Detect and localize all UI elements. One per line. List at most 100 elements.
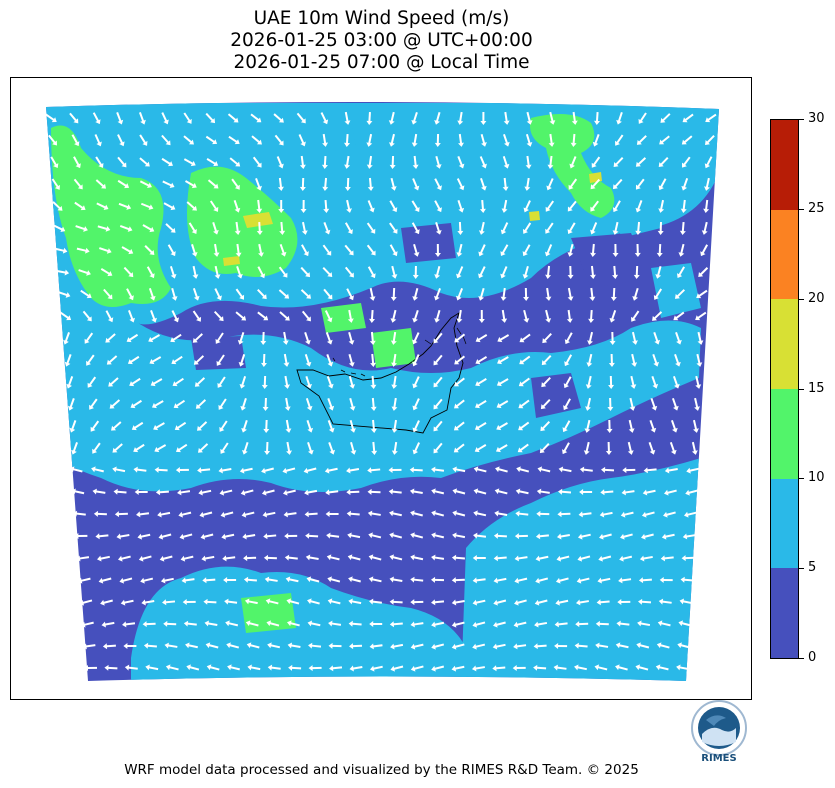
wind-arrow bbox=[412, 178, 420, 191]
wind-arrow bbox=[218, 398, 227, 410]
wind-arrow bbox=[186, 201, 197, 211]
wind-arrow bbox=[501, 199, 508, 213]
colorbar-tick-mark bbox=[799, 119, 804, 120]
wind-arrow bbox=[478, 221, 485, 235]
wind-arrow bbox=[201, 555, 215, 562]
wind-arrow bbox=[703, 199, 710, 213]
wind-arrow bbox=[433, 354, 443, 366]
wind-arrow bbox=[434, 288, 441, 301]
wind-arrow bbox=[183, 158, 196, 167]
wind-arrow bbox=[473, 532, 487, 539]
wind-arrow bbox=[681, 135, 693, 145]
wind-arrow bbox=[434, 200, 442, 213]
wind-arrow bbox=[222, 555, 236, 562]
wind-arrow bbox=[633, 265, 640, 279]
wind-arrow bbox=[308, 665, 322, 672]
wind-arrow bbox=[287, 642, 301, 649]
wind-arrow bbox=[205, 642, 219, 649]
wind-arrow bbox=[516, 466, 530, 473]
wind-arrow bbox=[368, 532, 382, 539]
wind-arrow bbox=[279, 221, 286, 235]
wind-arrow bbox=[412, 332, 420, 345]
wind-arrow bbox=[451, 621, 465, 628]
wind-arrow bbox=[116, 533, 130, 540]
wind-arrow bbox=[656, 243, 663, 257]
wind-arrow bbox=[307, 620, 321, 627]
wind-arrow bbox=[598, 555, 612, 562]
wind-arrow bbox=[267, 664, 281, 671]
wind-arrow bbox=[433, 442, 443, 454]
wind-arrow bbox=[555, 599, 569, 606]
wind-arrow bbox=[145, 664, 159, 671]
wind-arrow bbox=[514, 599, 527, 606]
wind-arrow bbox=[215, 332, 224, 344]
wind-arrow bbox=[590, 178, 601, 190]
wind-arrow bbox=[628, 419, 635, 433]
wind-arrow bbox=[194, 377, 206, 387]
wind-arrow bbox=[288, 664, 302, 671]
wind-arrow bbox=[161, 157, 173, 167]
wind-arrow bbox=[304, 489, 318, 496]
wind-arrow bbox=[95, 179, 107, 189]
wind-arrow bbox=[143, 642, 157, 649]
wind-arrow bbox=[71, 134, 80, 147]
wind-arrow bbox=[664, 489, 677, 496]
wind-arrow bbox=[117, 134, 125, 147]
wind-arrow bbox=[660, 555, 674, 562]
wind-arrow bbox=[75, 225, 88, 232]
wind-arrow bbox=[411, 133, 418, 147]
wind-arrow bbox=[493, 555, 507, 562]
wind-arrow bbox=[84, 332, 94, 344]
wind-arrow bbox=[679, 598, 693, 605]
wind-arrow bbox=[517, 443, 529, 453]
wind-arrow bbox=[522, 244, 531, 257]
wind-arrow bbox=[567, 265, 574, 279]
wind-arrow bbox=[323, 288, 333, 300]
wind-arrow bbox=[612, 221, 619, 235]
wind-arrow bbox=[328, 620, 342, 627]
wind-arrow bbox=[518, 421, 530, 431]
wind-arrow bbox=[655, 265, 662, 279]
wind-arrow bbox=[390, 287, 397, 301]
wind-arrow bbox=[613, 157, 624, 168]
wind-arrow bbox=[493, 621, 506, 628]
wind-arrow bbox=[500, 244, 509, 257]
wind-arrow bbox=[473, 466, 487, 473]
wind-arrow bbox=[391, 375, 398, 389]
wind-arrow bbox=[390, 643, 404, 650]
wind-arrow bbox=[479, 199, 486, 213]
wind-arrow bbox=[71, 442, 78, 455]
wind-arrow bbox=[50, 156, 59, 169]
wind-arrow bbox=[285, 419, 292, 433]
wind-arrow bbox=[123, 266, 134, 278]
map-title: UAE 10m Wind Speed (m/s) bbox=[253, 8, 510, 29]
wind-arrow bbox=[515, 510, 529, 517]
wind-arrow bbox=[238, 353, 246, 367]
wind-arrow bbox=[680, 199, 687, 213]
wind-arrow bbox=[369, 643, 383, 650]
wind-arrow bbox=[100, 267, 113, 277]
wind-arrow bbox=[195, 399, 207, 409]
wind-arrow bbox=[224, 598, 238, 605]
wind-arrow bbox=[171, 287, 178, 301]
colorbar-tick-mark bbox=[799, 658, 804, 659]
wind-arrow bbox=[327, 576, 341, 583]
wind-arrow bbox=[164, 642, 178, 649]
wind-arrow bbox=[492, 643, 506, 650]
wind-arrow bbox=[475, 334, 488, 343]
wind-arrow bbox=[284, 397, 291, 411]
colorbar-band-5 bbox=[771, 120, 798, 210]
wind-arrow bbox=[627, 441, 634, 455]
wind-arrow bbox=[673, 311, 685, 321]
wind-arrow bbox=[678, 243, 685, 257]
wind-arrow bbox=[704, 156, 713, 169]
wind-arrow bbox=[496, 400, 509, 409]
wind-arrow bbox=[322, 133, 329, 147]
wind-arrow bbox=[410, 554, 424, 561]
wind-arrow bbox=[120, 599, 134, 606]
wind-arrow bbox=[471, 665, 485, 672]
wind-arrow bbox=[308, 642, 322, 649]
wind-arrow bbox=[631, 331, 638, 345]
wind-arrow bbox=[433, 398, 443, 410]
wind-arrow bbox=[165, 664, 179, 671]
